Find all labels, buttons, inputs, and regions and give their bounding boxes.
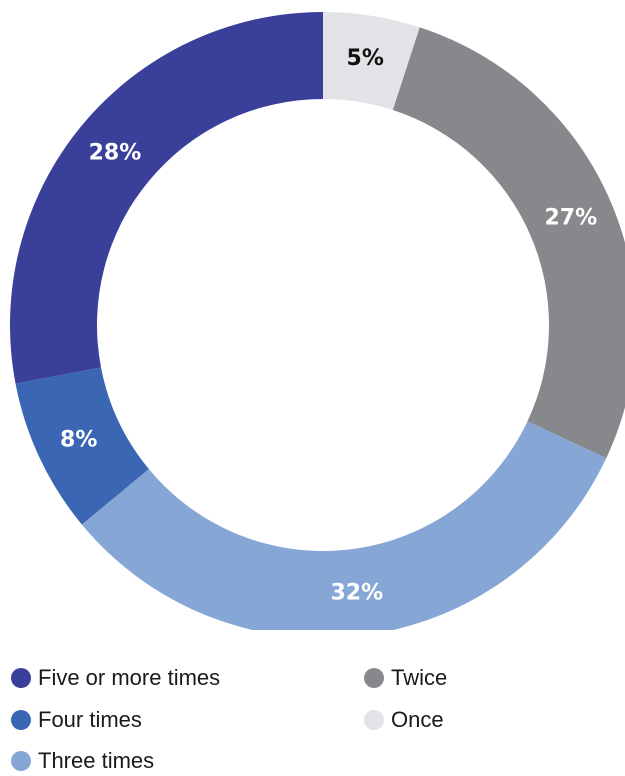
slice-once[interactable] [323,12,420,111]
legend-swatch [364,668,384,688]
slice-value-label: 32% [331,580,384,605]
legend-item-five-or-more-times[interactable]: Five or more times [11,663,220,693]
legend-item-once[interactable]: Once [364,705,444,735]
donut-chart: 5% 27% 32% 8% 28% [9,12,625,630]
slice-value-label: 8% [60,427,97,452]
legend-item-twice[interactable]: Twice [364,663,447,693]
legend-item-four-times[interactable]: Four times [11,705,142,735]
slice-three-times[interactable] [81,421,607,630]
legend-label: Five or more times [38,665,221,690]
slice-value-label: 28% [89,140,142,165]
legend-swatch [11,710,31,730]
chart-value-labels: 5% 27% 32% 8% 28% [60,46,597,606]
legend-label: Three times [38,748,155,773]
legend-swatch [11,668,31,688]
legend-label: Twice [391,665,448,690]
legend-item-three-times[interactable]: Three times [11,746,154,776]
chart-slices [9,12,625,630]
slice-value-label: 27% [544,205,597,230]
legend-swatch [364,710,384,730]
slice-five-or-more-times[interactable] [9,12,324,384]
slice-four-times[interactable] [15,367,149,525]
legend-label: Four times [38,707,142,732]
slice-twice[interactable] [392,27,625,459]
legend-label: Once [391,707,444,732]
legend-swatch [11,751,31,771]
slice-value-label: 5% [347,46,384,71]
